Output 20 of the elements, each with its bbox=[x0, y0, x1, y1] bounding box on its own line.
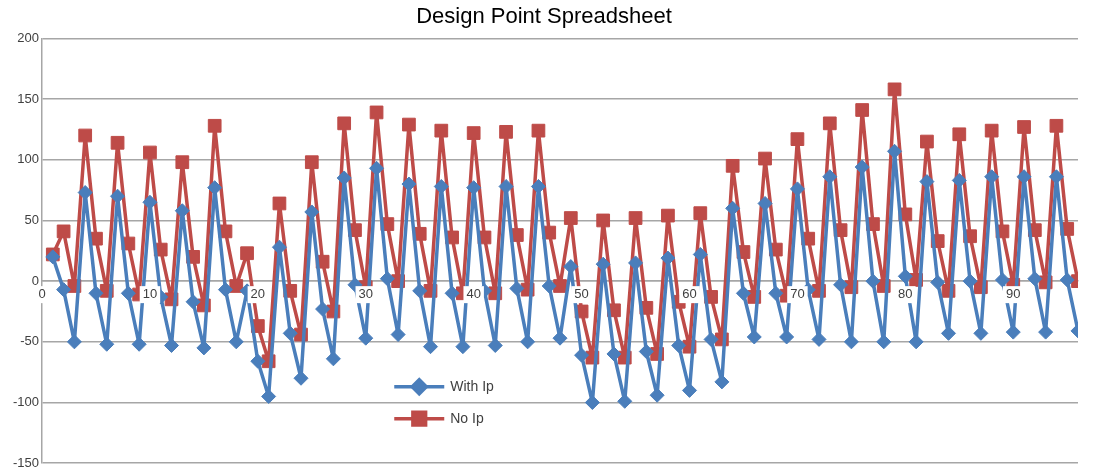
legend-label: No Ip bbox=[450, 409, 484, 426]
x-tick-label: 60 bbox=[682, 286, 697, 302]
x-tick-label: 20 bbox=[250, 286, 266, 302]
y-tick-label: 150 bbox=[17, 90, 40, 106]
x-tick-label: 70 bbox=[790, 286, 805, 302]
x-tick-label: 90 bbox=[1006, 286, 1021, 302]
x-tick-label: 30 bbox=[358, 286, 373, 302]
y-tick-label: -50 bbox=[20, 333, 40, 349]
y-tick-label: 0 bbox=[31, 272, 40, 288]
y-tick-label: -150 bbox=[12, 454, 40, 470]
y-tick-label: -100 bbox=[12, 394, 40, 410]
x-tick-label: 40 bbox=[466, 286, 481, 302]
legend-label: With Ip bbox=[450, 377, 495, 394]
x-tick-label: 50 bbox=[574, 286, 589, 302]
y-tick-label: 100 bbox=[17, 151, 40, 167]
chart-title: Design Point Spreadsheet bbox=[416, 3, 672, 29]
y-tick-label: 50 bbox=[24, 212, 40, 228]
x-tick-label: 80 bbox=[898, 286, 913, 302]
y-tick-label: 200 bbox=[17, 29, 40, 45]
x-tick-label: 10 bbox=[142, 286, 158, 302]
